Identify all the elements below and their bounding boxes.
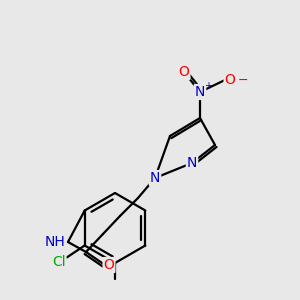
Text: NH: NH bbox=[44, 235, 65, 249]
Text: N: N bbox=[150, 171, 160, 185]
Text: O: O bbox=[103, 258, 114, 272]
Text: N: N bbox=[187, 156, 197, 170]
Text: O: O bbox=[225, 73, 236, 87]
Text: O: O bbox=[178, 65, 189, 79]
Text: +: + bbox=[204, 81, 212, 91]
Text: N: N bbox=[195, 85, 205, 99]
Text: −: − bbox=[238, 74, 248, 86]
Text: Cl: Cl bbox=[52, 254, 65, 268]
